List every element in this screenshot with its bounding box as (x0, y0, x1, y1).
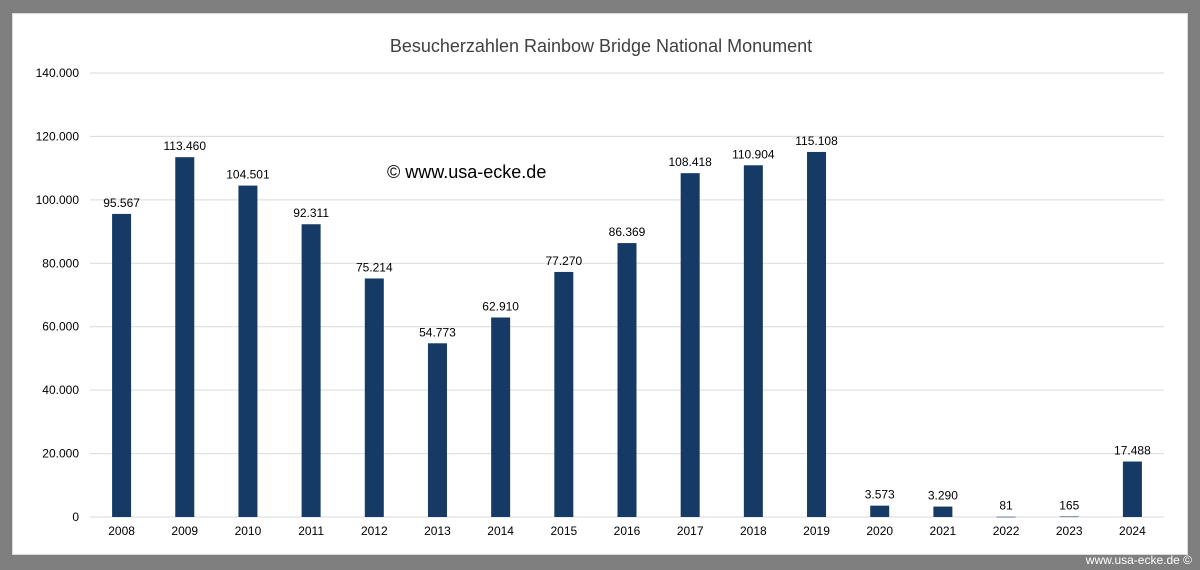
y-tick-label: 140.000 (36, 66, 80, 80)
chart-frame: Besucherzahlen Rainbow Bridge National M… (12, 13, 1188, 555)
y-tick-label: 60.000 (42, 320, 79, 334)
x-tick-label-2008: 2008 (108, 524, 135, 538)
x-tick-label-2011: 2011 (298, 524, 324, 538)
data-label-2011: 92.311 (293, 206, 329, 220)
bar-2009 (175, 157, 195, 517)
y-tick-label: 80.000 (42, 256, 79, 270)
x-tick-label-2023: 2023 (1056, 524, 1083, 538)
bar-2018 (743, 165, 763, 517)
data-label-2017: 108.418 (668, 155, 712, 169)
bar-chart: Besucherzahlen Rainbow Bridge National M… (36, 36, 1164, 538)
y-tick-label: 120.000 (36, 129, 80, 143)
y-tick-label: 20.000 (42, 447, 79, 461)
x-tick-label-2020: 2020 (866, 524, 893, 538)
bar-2008 (112, 213, 132, 518)
bar-2014 (491, 317, 511, 517)
x-tick-label-2010: 2010 (235, 524, 262, 538)
data-label-2016: 86.369 (609, 225, 646, 239)
y-tick-label: 100.000 (36, 193, 80, 207)
x-tick-label-2024: 2024 (1119, 524, 1146, 538)
x-axis: 2008 2009 2010 2011 2012 2013 2014 2015 2016 2017… (108, 524, 1146, 538)
data-label-2022: 81 (999, 499, 1013, 513)
data-label-2019: 115.108 (795, 134, 838, 148)
data-label-2008: 95.567 (103, 196, 140, 210)
bar-2010 (238, 185, 258, 517)
data-label-2020: 3.573 (865, 488, 895, 502)
y-axis: 0 20.000 40.000 60.000 80.000 100.000 120.000 1… (36, 66, 80, 524)
bar-2022 (996, 516, 1016, 518)
bar-2024 (1122, 461, 1142, 517)
bar-2012 (364, 278, 384, 517)
bar-2013 (427, 343, 447, 517)
bar-2017 (680, 173, 700, 517)
x-tick-label-2021: 2021 (930, 524, 957, 538)
watermark: © www.usa-ecke.de (387, 162, 546, 182)
x-tick-label-2014: 2014 (487, 524, 514, 538)
x-tick-label-2016: 2016 (614, 524, 641, 538)
data-label-2024: 17.488 (1114, 444, 1151, 458)
x-tick-label-2018: 2018 (740, 524, 767, 538)
x-tick-label-2022: 2022 (993, 524, 1020, 538)
bar-2019 (807, 151, 827, 517)
x-tick-label-2017: 2017 (677, 524, 704, 538)
bar-2016 (617, 243, 637, 517)
data-label-2012: 75.214 (356, 260, 393, 274)
footer-credit: www.usa-ecke.de © (1085, 553, 1192, 567)
data-label-2013: 54.773 (419, 325, 456, 339)
bar-2011 (301, 224, 321, 518)
data-label-2009: 113.460 (164, 139, 207, 153)
y-tick-label: 0 (72, 510, 79, 524)
bar-2020 (870, 505, 890, 517)
data-label-2023: 165 (1059, 498, 1079, 512)
bar-2015 (554, 271, 574, 517)
x-tick-label-2013: 2013 (424, 524, 451, 538)
x-tick-label-2019: 2019 (803, 524, 830, 538)
chart-title: Besucherzahlen Rainbow Bridge National M… (390, 36, 812, 56)
bar-2023 (1059, 516, 1079, 518)
data-label-2014: 62.910 (482, 299, 519, 313)
bar-2021 (933, 506, 953, 517)
data-label-2021: 3.290 (928, 489, 958, 503)
x-tick-label-2015: 2015 (550, 524, 577, 538)
data-label-2015: 77.270 (545, 254, 582, 268)
x-tick-label-2012: 2012 (361, 524, 388, 538)
data-label-2010: 104.501 (226, 168, 270, 182)
bars: 95.567 113.460 104.501 92.311 75.214 54.773 62… (103, 134, 1151, 518)
data-label-2018: 110.904 (732, 147, 775, 161)
x-tick-label-2009: 2009 (171, 524, 198, 538)
y-tick-label: 40.000 (42, 383, 79, 397)
